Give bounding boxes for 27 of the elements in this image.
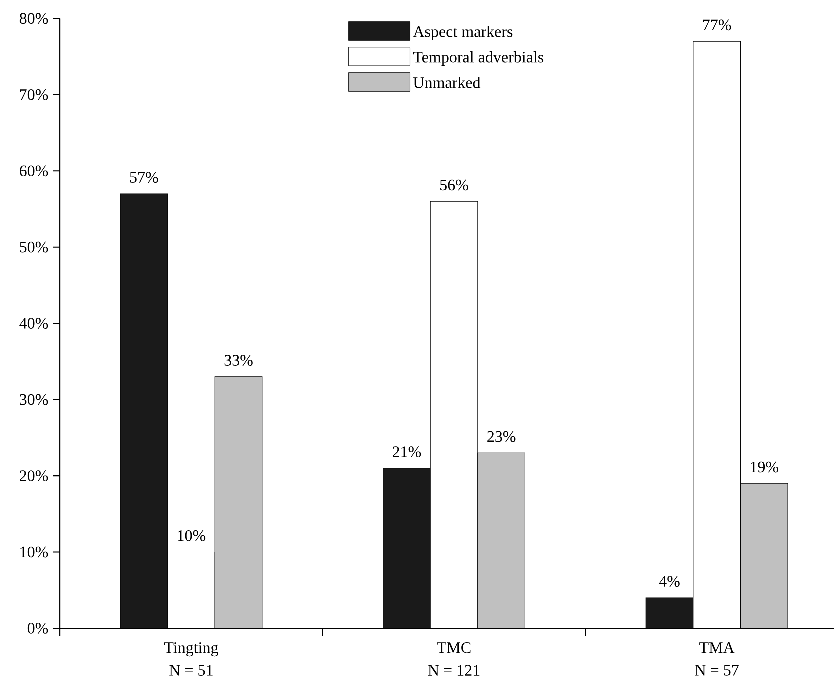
data-label: 21%	[392, 446, 422, 458]
data-label: 33%	[224, 355, 253, 366]
y-tick-label: 40%	[20, 318, 48, 329]
y-tick-label: 80%	[20, 13, 48, 24]
y-tick-label: 30%	[20, 394, 48, 406]
y-tick-label: 10%	[20, 546, 48, 558]
text: N = 121	[428, 665, 480, 676]
data-label: 10%	[178, 530, 206, 542]
data-label: 23%	[488, 431, 516, 442]
text: N = 51	[170, 665, 213, 676]
data-label: 56%	[440, 180, 468, 191]
x-tick-label: Tingting	[164, 642, 218, 657]
data-label: 19%	[751, 462, 778, 473]
x-tick-label: TMA	[700, 642, 735, 654]
y-tick-label: 0%	[28, 622, 48, 634]
legend-label: Temporal adverbials	[413, 51, 544, 66]
data-label: 4%	[659, 576, 680, 587]
y-tick-label: 50%	[20, 242, 48, 253]
y-tick-label: 60%	[20, 166, 48, 176]
y-tick-label: 20%	[20, 470, 48, 482]
y-tick-label: 70%	[20, 89, 48, 100]
x-tick-label: TMC	[437, 642, 471, 654]
data-label: 77%	[703, 20, 732, 31]
legend-label: Aspect markers	[413, 26, 513, 40]
text: N = 57	[695, 665, 739, 676]
data-label: 57%	[130, 172, 158, 183]
legend-label: Unmarked	[414, 76, 481, 88]
